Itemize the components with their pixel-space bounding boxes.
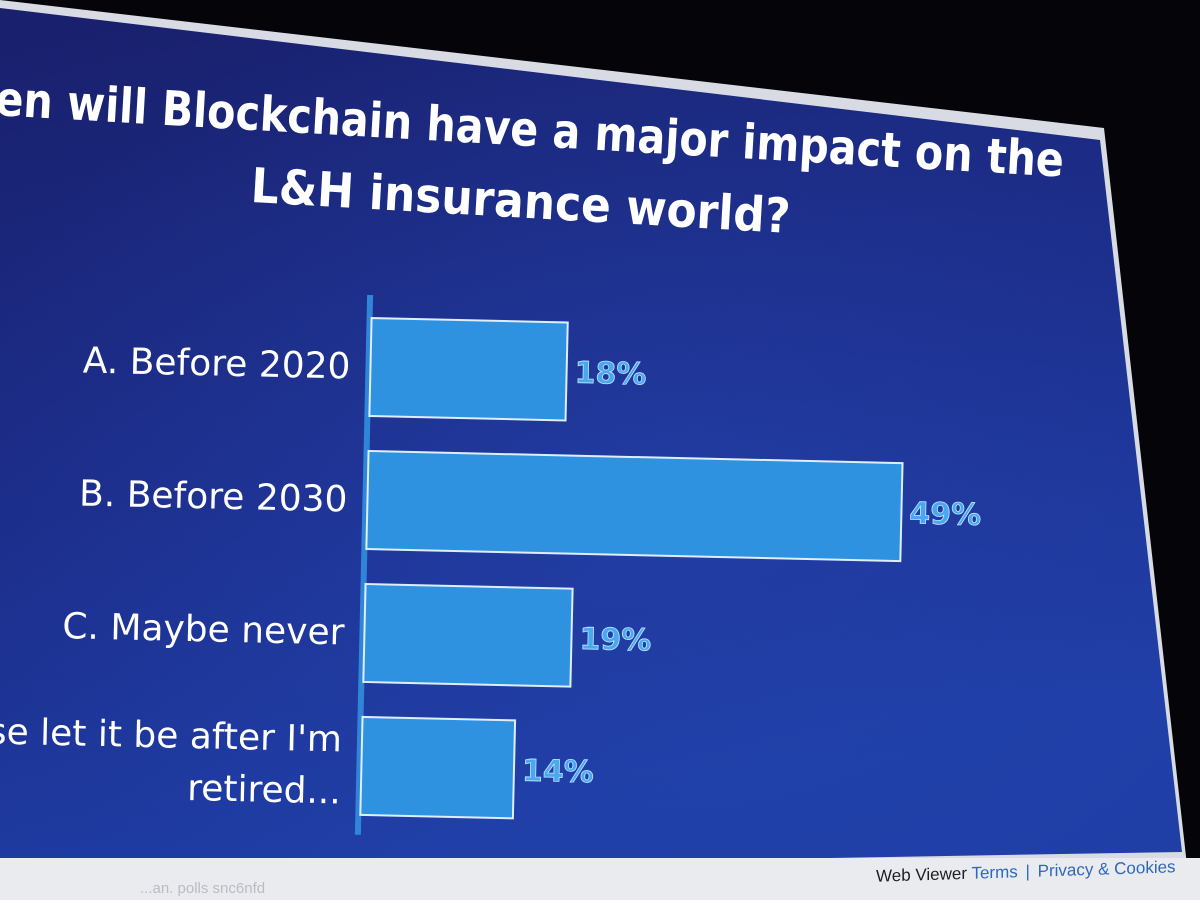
footer-separator: | <box>1025 861 1031 882</box>
category-label-4-line2: retired... <box>187 768 342 812</box>
terms-link[interactable]: Terms <box>971 862 1019 883</box>
bar-chart: 18% A. Before 2020 49% B. Before 2030 19% C. … <box>0 294 982 835</box>
bar-value-label-3: 19% <box>579 622 652 659</box>
bar-4 <box>359 715 517 820</box>
bar-3 <box>362 582 574 688</box>
web-viewer-label: Web Viewer <box>876 863 968 886</box>
footer-links: Web Viewer Terms | Privacy & Cookies <box>876 858 1176 887</box>
bar-value-label-4: 14% <box>522 754 595 791</box>
category-label-1: A. Before 2020 <box>82 341 351 388</box>
footer-faint-text: ...an. polls snc6nfd <box>140 880 266 897</box>
footer-bar: ...an. polls snc6nfd Web Viewer Terms | … <box>0 858 1200 900</box>
privacy-cookies-link[interactable]: Privacy & Cookies <box>1038 858 1176 881</box>
category-label-4-line1: ease let it be after I'm <box>0 710 342 760</box>
bar-value-label-1: 18% <box>574 356 647 393</box>
bar-1 <box>368 317 569 422</box>
slide-glare <box>0 8 1182 872</box>
category-label-2: B. Before 2030 <box>79 473 348 520</box>
category-label-3: C. Maybe never <box>62 606 345 653</box>
bar-value-label-2: 49% <box>909 496 982 533</box>
chart-axis <box>354 294 374 835</box>
bar-2 <box>365 449 904 563</box>
